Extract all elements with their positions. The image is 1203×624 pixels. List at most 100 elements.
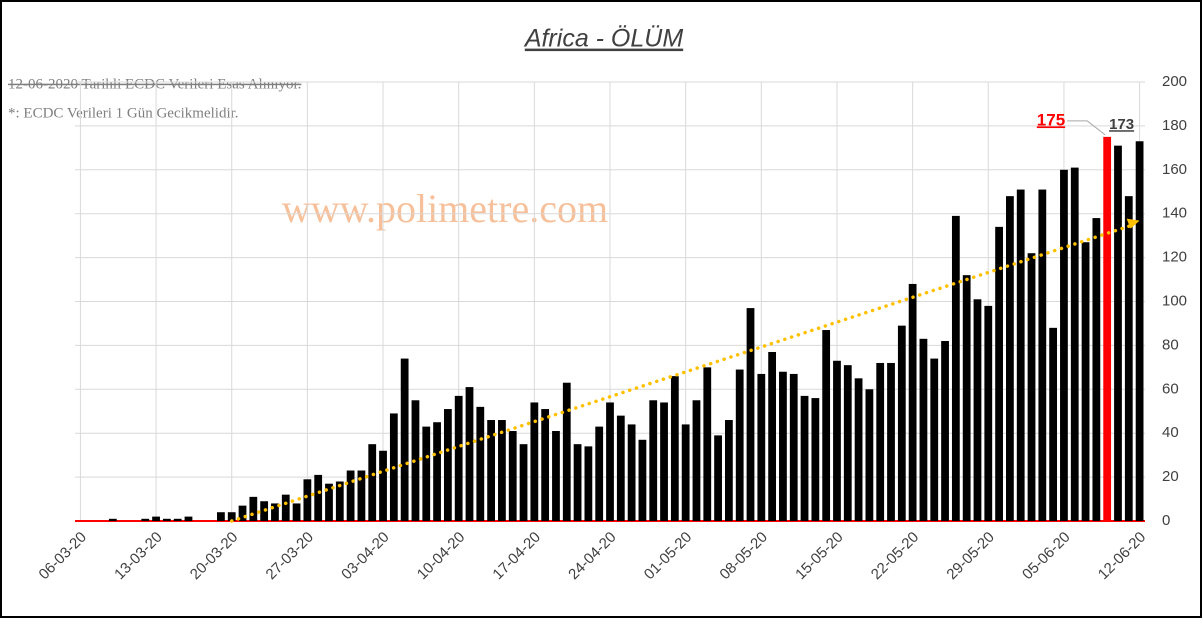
bar	[995, 226, 1003, 521]
bar	[217, 512, 225, 521]
bar	[649, 400, 658, 521]
bar	[357, 470, 366, 521]
bar	[908, 283, 917, 521]
y-tick-label: 100	[1162, 292, 1187, 309]
bar	[638, 439, 647, 521]
bar	[670, 376, 679, 521]
bar	[292, 503, 301, 521]
bar	[314, 474, 323, 521]
bar	[951, 215, 960, 521]
bar	[1081, 242, 1090, 522]
bar	[173, 518, 182, 521]
bar	[530, 402, 539, 521]
bar	[498, 420, 506, 521]
bar	[238, 505, 247, 521]
bar	[162, 518, 171, 521]
bar	[476, 406, 485, 521]
bar	[887, 362, 895, 521]
bar	[325, 483, 333, 521]
bar	[541, 409, 550, 521]
bar	[303, 479, 312, 521]
leader-line	[1067, 120, 1106, 136]
bar	[627, 424, 636, 521]
bar	[519, 444, 528, 521]
data-label: 175	[1037, 110, 1065, 129]
bar	[487, 420, 496, 521]
note: 12-06-2020 Tarihli ECDC Verileri Esas Al…	[8, 76, 301, 92]
bar	[454, 395, 463, 521]
bar	[1006, 196, 1014, 521]
bar	[595, 426, 604, 521]
bar	[660, 402, 668, 521]
bar	[681, 424, 690, 521]
bar	[703, 367, 712, 521]
bar	[930, 358, 939, 521]
trendline-arrow	[1126, 218, 1140, 229]
bar	[833, 360, 841, 521]
bar	[757, 373, 766, 521]
bar	[1103, 136, 1112, 521]
bar	[941, 341, 949, 521]
bar	[1092, 218, 1101, 521]
bar	[779, 371, 787, 521]
y-tick-label: 80	[1162, 336, 1179, 353]
bar	[746, 308, 755, 521]
y-tick-label: 140	[1162, 205, 1187, 222]
bar	[1016, 189, 1025, 521]
data-label: 173	[1109, 116, 1134, 133]
bar	[584, 446, 593, 521]
bar	[962, 275, 971, 521]
bar	[465, 387, 474, 521]
bar	[249, 496, 258, 521]
note: *: ECDC Verileri 1 Gün Gecikmelidir.	[8, 105, 239, 121]
bar	[1070, 167, 1079, 522]
bar	[854, 378, 863, 521]
bar	[108, 518, 117, 521]
bar	[1049, 327, 1058, 521]
bar	[876, 362, 885, 521]
bar	[843, 365, 852, 521]
bar	[281, 494, 290, 521]
bar	[865, 389, 874, 521]
bar	[919, 338, 928, 521]
watermark: www.polimetre.com	[282, 186, 608, 231]
bar	[346, 470, 355, 521]
bar	[1027, 253, 1036, 521]
bar	[184, 516, 193, 521]
bar	[400, 358, 409, 521]
chart-title: Africa - ÖLÜM	[523, 25, 684, 53]
bar	[1038, 189, 1047, 521]
bar	[973, 299, 982, 521]
bar	[789, 373, 798, 521]
bar	[379, 450, 387, 521]
bar	[768, 351, 777, 521]
bar	[735, 369, 744, 521]
bar	[508, 431, 517, 521]
y-tick-label: 120	[1162, 249, 1187, 266]
bar	[1114, 145, 1122, 521]
bar	[368, 444, 377, 521]
y-tick-label: 180	[1162, 117, 1187, 134]
y-tick-label: 0	[1162, 512, 1170, 529]
trendline	[229, 222, 1136, 523]
bar	[152, 516, 160, 521]
bar	[335, 481, 344, 521]
bar	[271, 503, 279, 521]
bar	[141, 518, 150, 521]
bar	[822, 330, 831, 521]
bar	[800, 395, 809, 521]
bar	[724, 420, 733, 521]
y-tick-label: 40	[1162, 424, 1179, 441]
bar	[714, 435, 722, 521]
bar	[422, 426, 431, 521]
bar	[692, 400, 701, 521]
bar	[1124, 196, 1133, 521]
bar	[811, 398, 820, 521]
y-tick-label: 160	[1162, 161, 1187, 178]
y-tick-label: 60	[1162, 380, 1179, 397]
bar	[433, 422, 441, 521]
bar	[984, 305, 993, 521]
bar	[573, 444, 582, 521]
bar	[562, 382, 571, 521]
